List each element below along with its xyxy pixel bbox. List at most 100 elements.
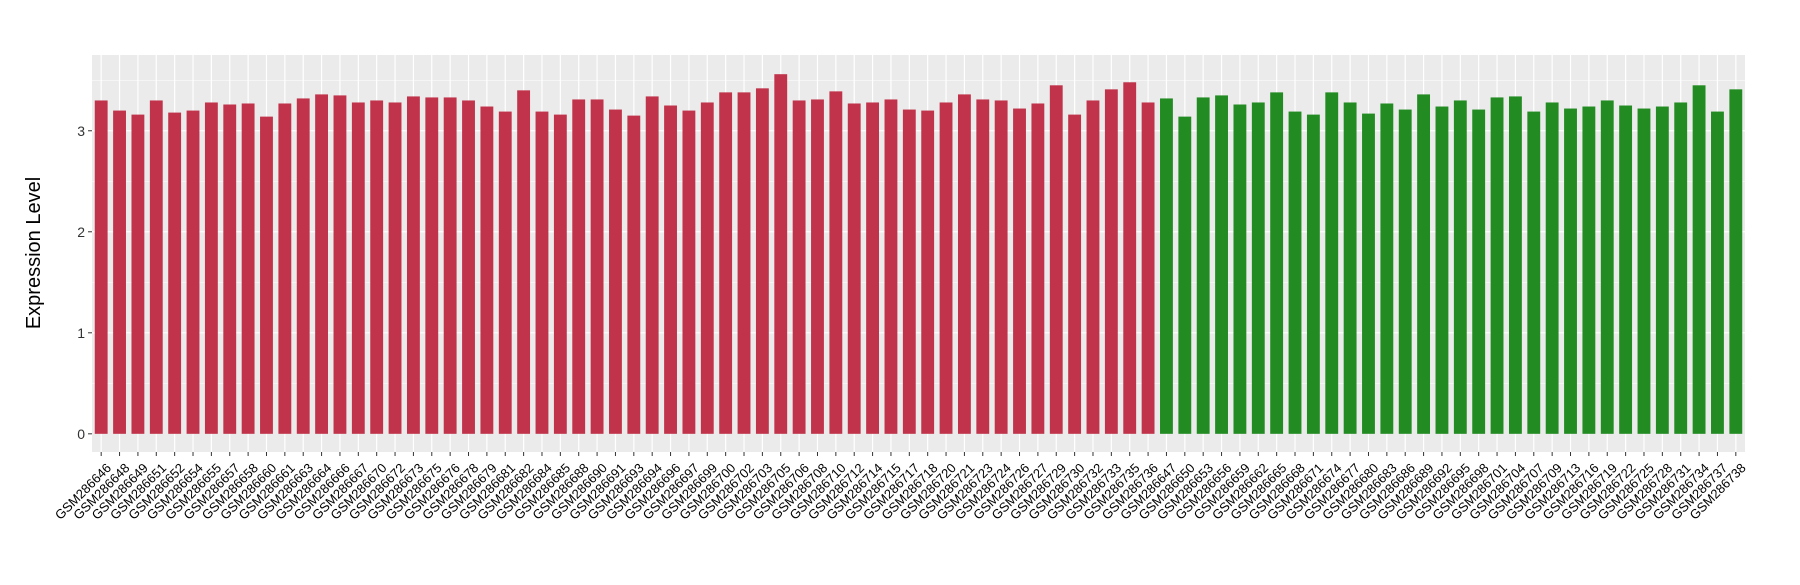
- bar-GSM286670: [370, 100, 384, 434]
- bar-GSM286697: [682, 110, 696, 434]
- bar-GSM286685: [553, 114, 567, 434]
- bar-GSM286707: [1527, 111, 1541, 434]
- bar-GSM286661: [278, 103, 292, 434]
- bar-GSM286738: [1729, 89, 1743, 434]
- bar-GSM286710: [829, 91, 843, 434]
- bar-GSM286672: [388, 102, 402, 434]
- bar-GSM286698: [1472, 109, 1486, 434]
- bar-GSM286731: [1674, 102, 1688, 434]
- bar-GSM286647: [1160, 98, 1173, 434]
- y-tick-label: 0: [77, 426, 85, 442]
- bar-GSM286658: [241, 103, 255, 434]
- y-tick-label: 1: [77, 325, 85, 341]
- bar-GSM286722: [1619, 105, 1633, 434]
- bar-GSM286671: [1306, 114, 1320, 434]
- bar-GSM286725: [1637, 108, 1651, 434]
- bar-GSM286702: [737, 92, 751, 434]
- bar-GSM286662: [1251, 102, 1265, 434]
- bar-GSM286699: [700, 102, 714, 434]
- bar-GSM286696: [664, 105, 677, 434]
- bar-GSM286649: [131, 114, 145, 434]
- y-axis: 0 1 2 3: [77, 123, 92, 442]
- bar-GSM286652: [168, 112, 182, 434]
- bar-GSM286708: [811, 99, 824, 434]
- bar-GSM286654: [186, 110, 200, 434]
- bar-GSM286664: [315, 94, 329, 434]
- bar-GSM286655: [204, 102, 218, 434]
- bar-GSM286715: [884, 99, 898, 434]
- bar-GSM286712: [847, 103, 861, 434]
- bar-GSM286676: [443, 97, 457, 434]
- bar-GSM286727: [1031, 103, 1045, 434]
- bar-GSM286709: [1545, 102, 1559, 434]
- bar-GSM286668: [1288, 111, 1302, 434]
- bar-GSM286700: [719, 92, 733, 434]
- bar-GSM286719: [1600, 100, 1614, 434]
- bar-GSM286659: [1233, 104, 1247, 434]
- bar-GSM286726: [1013, 108, 1026, 434]
- bar-GSM286704: [1508, 96, 1522, 434]
- bar-GSM286683: [1380, 103, 1394, 434]
- y-tick-label: 3: [77, 123, 85, 139]
- bar-GSM286736: [1141, 102, 1155, 434]
- bar-GSM286648: [113, 110, 126, 434]
- bar-GSM286737: [1711, 111, 1724, 434]
- bar-GSM286695: [1453, 100, 1467, 434]
- bar-GSM286657: [223, 104, 237, 434]
- bar-GSM286723: [976, 99, 990, 434]
- bar-GSM286728: [1655, 106, 1669, 434]
- bar-GSM286651: [149, 100, 163, 434]
- bar-GSM286665: [1270, 92, 1284, 434]
- bar-GSM286684: [535, 111, 549, 434]
- bar-GSM286729: [1049, 85, 1063, 434]
- bar-GSM286703: [755, 88, 769, 434]
- plot-panel: [92, 55, 1745, 452]
- bar-GSM286717: [902, 109, 916, 434]
- bar-GSM286730: [1068, 114, 1082, 434]
- bar-GSM286666: [333, 95, 347, 434]
- bar-GSM286681: [498, 111, 512, 434]
- bar-GSM286677: [1343, 102, 1357, 434]
- bar-GSM286674: [1325, 92, 1339, 434]
- bar-GSM286673: [406, 96, 420, 434]
- x-axis: GSM286646GSM286648GSM286649GSM286651GSM2…: [52, 452, 1749, 523]
- y-tick-label: 2: [77, 224, 85, 240]
- bar-GSM286680: [1362, 113, 1375, 434]
- bar-GSM286660: [260, 116, 273, 434]
- bar-GSM286678: [462, 100, 475, 434]
- bar-GSM286688: [572, 99, 586, 434]
- bar-GSM286706: [792, 100, 806, 434]
- bar-GSM286714: [866, 102, 880, 434]
- bar-GSM286650: [1178, 116, 1192, 434]
- bar-GSM286692: [1435, 106, 1449, 434]
- bar-GSM286716: [1582, 106, 1596, 434]
- bar-GSM286732: [1086, 100, 1100, 434]
- bar-GSM286720: [939, 102, 953, 434]
- bar-GSM286705: [774, 74, 788, 434]
- bar-GSM286734: [1692, 85, 1706, 434]
- bar-GSM286663: [296, 98, 310, 434]
- bar-GSM286694: [645, 96, 659, 434]
- bar-GSM286689: [1417, 94, 1431, 434]
- bar-GSM286718: [921, 110, 935, 434]
- bar-GSM286686: [1398, 109, 1412, 434]
- bar-GSM286690: [590, 99, 604, 434]
- bar-GSM286733: [1104, 89, 1118, 434]
- bar-GSM286646: [94, 100, 108, 434]
- y-axis-title: Expression Level: [23, 177, 45, 329]
- bar-GSM286691: [609, 109, 622, 434]
- bar-GSM286713: [1564, 108, 1577, 434]
- bar-GSM286675: [425, 97, 439, 434]
- bar-GSM286724: [994, 100, 1008, 434]
- bar-GSM286667: [351, 102, 365, 434]
- bar-GSM286656: [1215, 95, 1228, 434]
- bar-GSM286682: [517, 90, 531, 434]
- bar-GSM286735: [1123, 82, 1137, 434]
- bars: [94, 74, 1743, 434]
- bar-GSM286679: [480, 106, 494, 434]
- bar-GSM286653: [1196, 97, 1210, 434]
- bar-GSM286701: [1490, 97, 1504, 434]
- bar-GSM286721: [957, 94, 971, 434]
- bar-GSM286693: [627, 115, 641, 434]
